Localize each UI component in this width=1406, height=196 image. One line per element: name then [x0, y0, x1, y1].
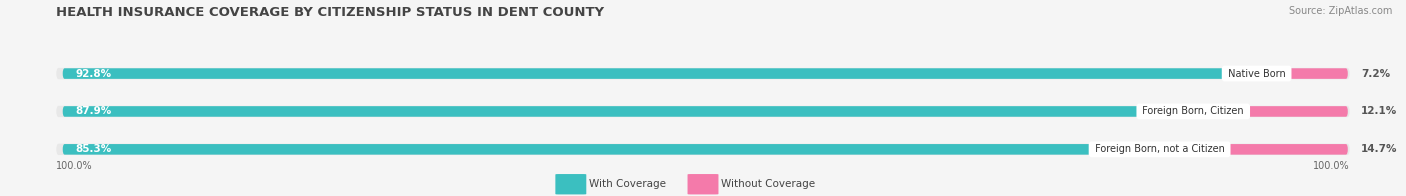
Text: HEALTH INSURANCE COVERAGE BY CITIZENSHIP STATUS IN DENT COUNTY: HEALTH INSURANCE COVERAGE BY CITIZENSHIP… [56, 6, 605, 19]
FancyBboxPatch shape [1160, 144, 1348, 155]
Text: 7.2%: 7.2% [1361, 69, 1391, 79]
FancyBboxPatch shape [63, 68, 1257, 79]
Text: 14.7%: 14.7% [1361, 144, 1398, 154]
Text: 85.3%: 85.3% [76, 144, 112, 154]
FancyBboxPatch shape [63, 144, 1160, 155]
Text: Without Coverage: Without Coverage [721, 179, 815, 189]
Text: Native Born: Native Born [1225, 69, 1288, 79]
Text: 12.1%: 12.1% [1361, 106, 1398, 116]
FancyBboxPatch shape [56, 106, 1350, 117]
Text: 92.8%: 92.8% [76, 69, 111, 79]
Text: Foreign Born, Citizen: Foreign Born, Citizen [1139, 106, 1247, 116]
FancyBboxPatch shape [56, 68, 1350, 79]
FancyBboxPatch shape [56, 144, 1350, 155]
Text: With Coverage: With Coverage [589, 179, 666, 189]
Text: Source: ZipAtlas.com: Source: ZipAtlas.com [1288, 6, 1392, 16]
Text: 100.0%: 100.0% [1313, 162, 1350, 172]
FancyBboxPatch shape [1194, 106, 1348, 117]
Text: 100.0%: 100.0% [56, 162, 93, 172]
FancyBboxPatch shape [1257, 68, 1348, 79]
Text: 87.9%: 87.9% [76, 106, 112, 116]
Text: Foreign Born, not a Citizen: Foreign Born, not a Citizen [1091, 144, 1227, 154]
FancyBboxPatch shape [63, 106, 1194, 117]
